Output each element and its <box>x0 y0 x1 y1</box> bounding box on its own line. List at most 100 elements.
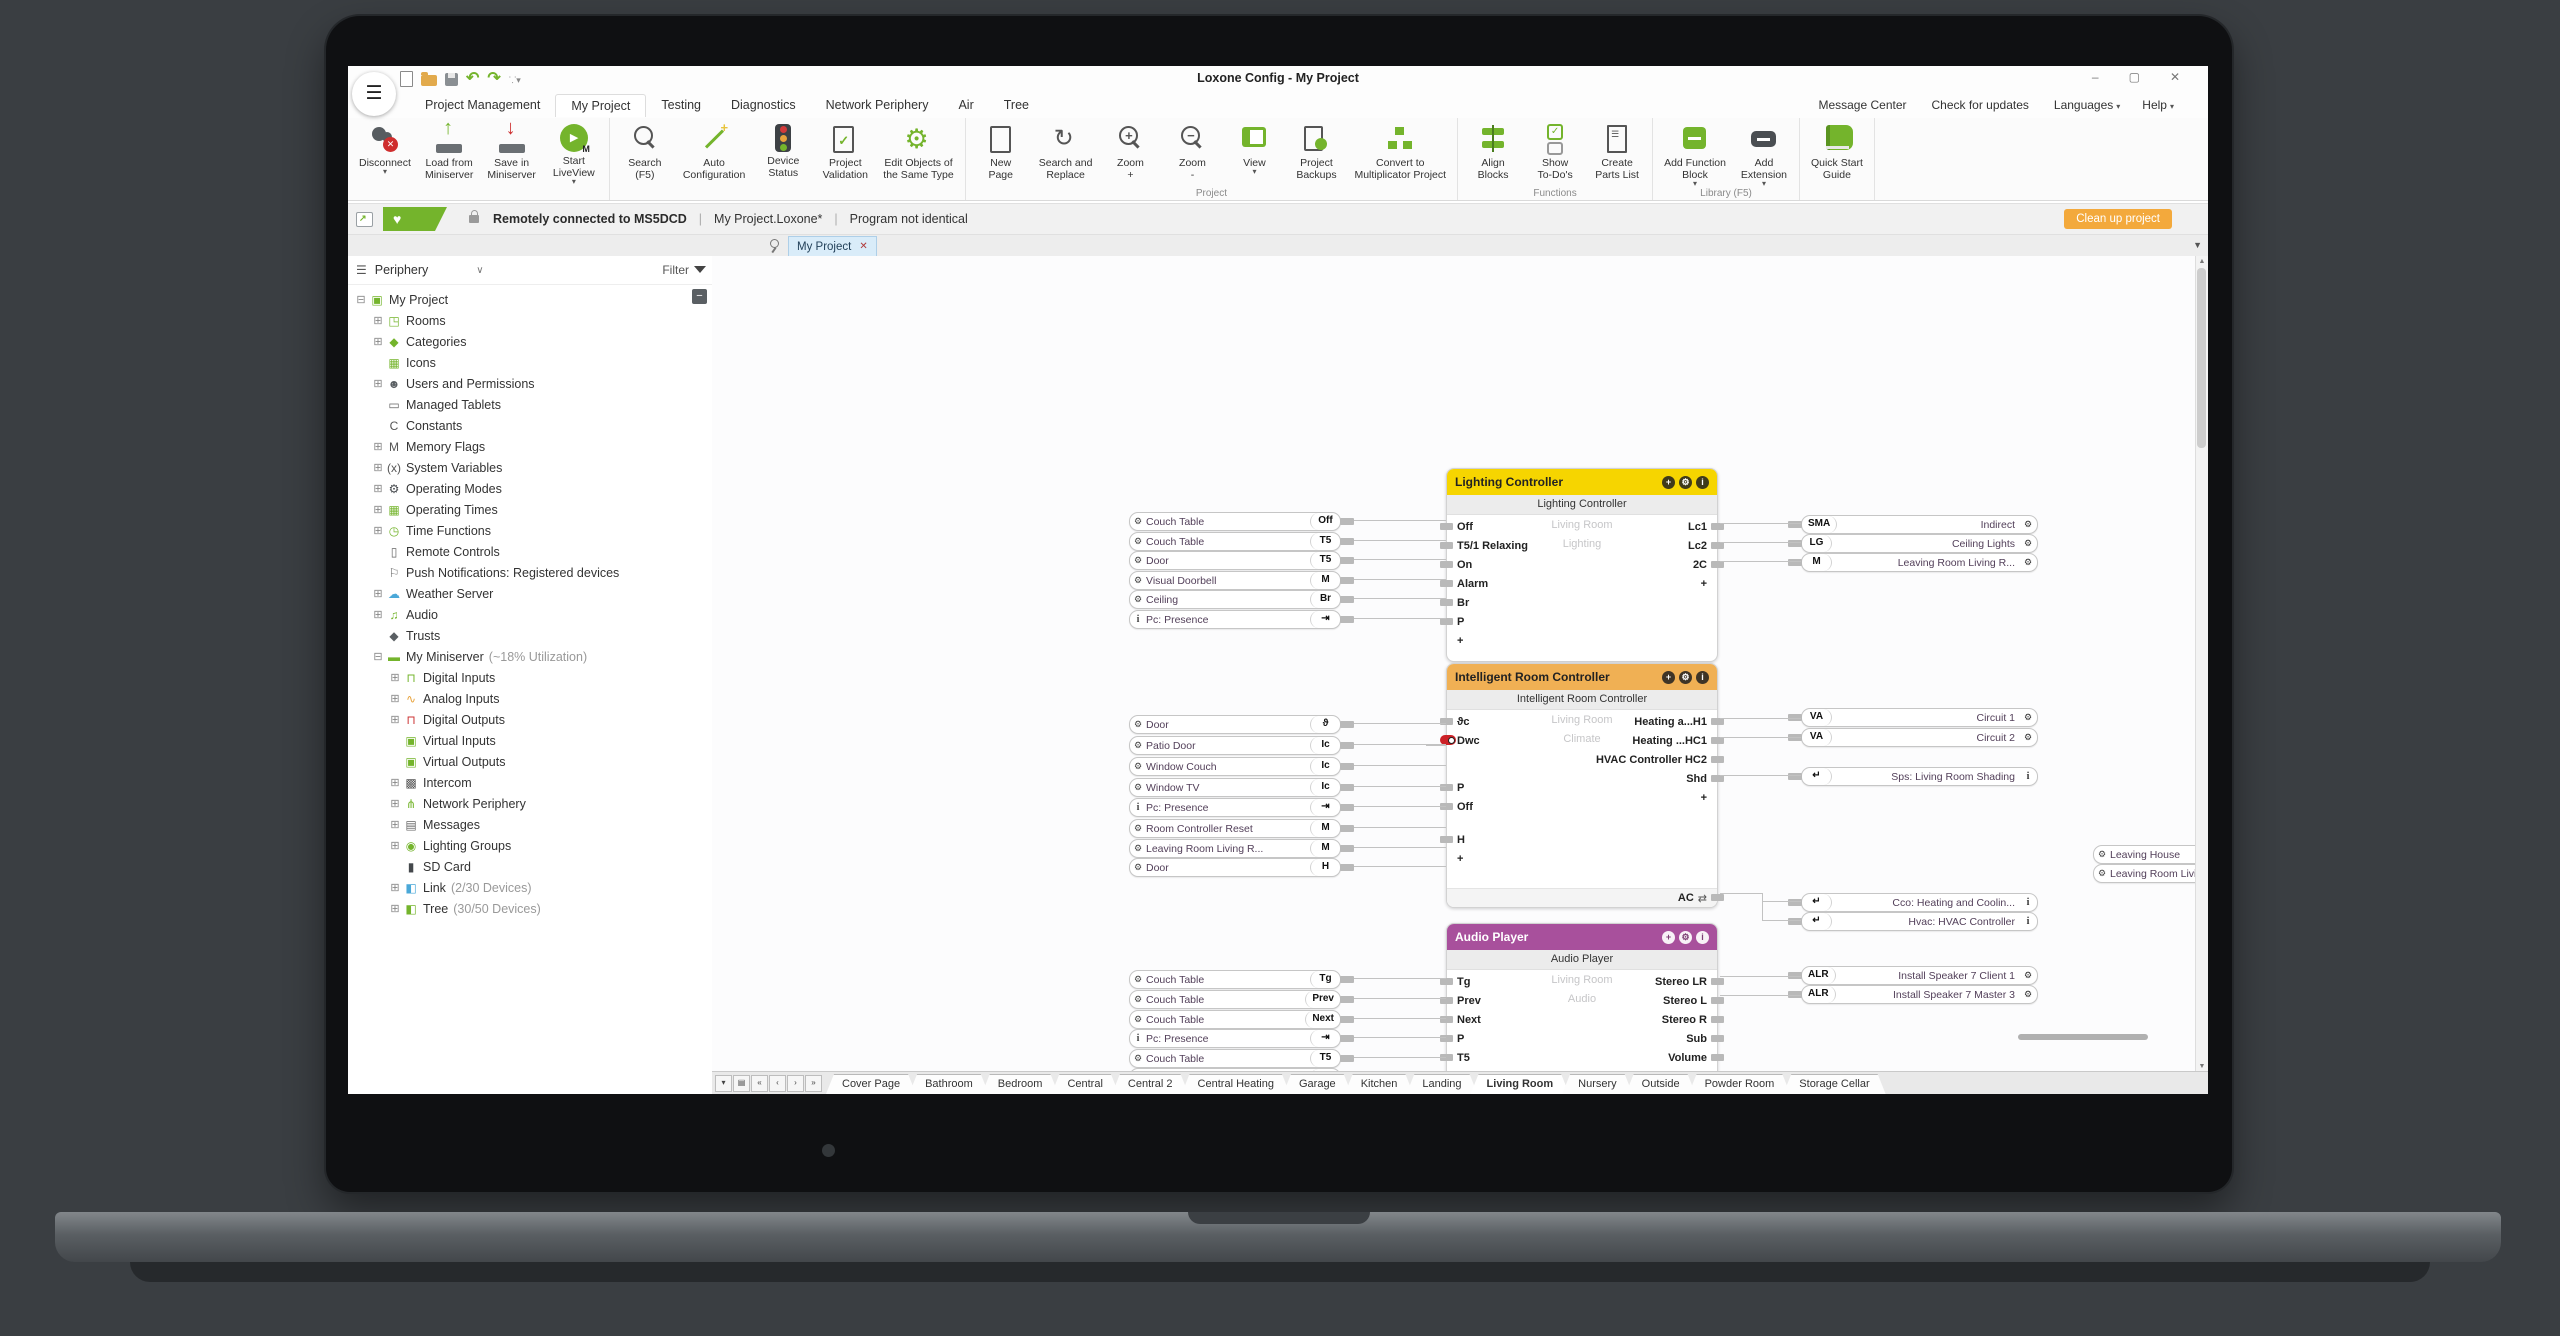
pill-connector[interactable] <box>1788 521 1802 528</box>
pin-icon[interactable] <box>770 239 779 248</box>
tree-item[interactable]: ⊞ ⊓ Digital Inputs <box>348 667 712 688</box>
block-input[interactable]: Alarm <box>1440 574 1717 593</box>
tree-item[interactable]: ⊞ ∿ Analog Inputs <box>348 688 712 709</box>
input-connector[interactable] <box>1440 580 1453 587</box>
pill-connector[interactable] <box>1788 972 1802 979</box>
input-reference-pill[interactable]: Door T5 <box>1129 551 1354 570</box>
clean-up-project-button[interactable]: Clean up project <box>2064 209 2172 229</box>
minimize-button[interactable]: – <box>2091 70 2099 84</box>
info-icon[interactable] <box>2019 771 2037 782</box>
tree-expander[interactable]: ⊞ <box>390 777 400 789</box>
pill-connector[interactable] <box>1340 538 1354 545</box>
gear-icon[interactable]: ⚙ <box>1679 670 1692 684</box>
input-reference-pill[interactable]: Room Controller Reset M <box>1129 819 1354 838</box>
info-icon[interactable]: i <box>1696 670 1709 684</box>
input-connector[interactable] <box>1440 997 1453 1004</box>
input-connector[interactable] <box>1440 599 1453 606</box>
ribbon-button[interactable]: Zoom - <box>1161 122 1223 183</box>
tree-item[interactable]: ⊞ ⚙ Operating Modes <box>348 478 712 499</box>
health-heart-icon[interactable]: ♥ <box>383 207 447 231</box>
filter-funnel-icon[interactable] <box>694 265 706 273</box>
block-output[interactable]: + <box>1447 788 1717 807</box>
pill-connector[interactable] <box>1788 559 1802 566</box>
gear-icon[interactable] <box>2019 970 2037 981</box>
collapse-all-button[interactable]: − <box>692 289 707 304</box>
output-connector[interactable] <box>1711 756 1724 763</box>
tree-item[interactable]: ▭ Managed Tablets <box>348 394 712 415</box>
pill-connector[interactable] <box>1340 864 1354 871</box>
ribbon-button[interactable]: Edit Objects of the Same Type <box>876 122 960 183</box>
page-tab[interactable]: Bathroom <box>909 1074 989 1094</box>
block-footer[interactable]: AC ⇄ <box>1447 888 1724 907</box>
tree-item[interactable]: ▯ Remote Controls <box>348 541 712 562</box>
add-icon[interactable]: + <box>1662 670 1675 684</box>
undo-icon[interactable]: ↶ <box>466 70 480 87</box>
tree-item[interactable]: ⊞ ◷ Time Functions <box>348 520 712 541</box>
tree-expander[interactable]: ⊞ <box>390 819 400 831</box>
output-connector[interactable] <box>1711 1054 1724 1061</box>
block-output[interactable]: Lc2 <box>1447 536 1724 555</box>
block-input[interactable]: P <box>1440 612 1717 631</box>
input-reference-pill[interactable]: Door H <box>1129 858 1354 877</box>
input-reference-pill[interactable]: Couch Table T5 <box>1129 532 1354 551</box>
pill-connector[interactable] <box>1340 845 1354 852</box>
close-button[interactable]: ✕ <box>2169 70 2180 84</box>
connection-window-icon[interactable] <box>356 211 373 227</box>
block-output[interactable]: Lc1 <box>1447 517 1724 536</box>
tree-item[interactable]: ⊞ ⋔ Network Periphery <box>348 793 712 814</box>
input-connector[interactable] <box>1440 784 1453 791</box>
ribbon-button[interactable]: View ▾ <box>1223 122 1285 177</box>
page-nav-button[interactable]: » <box>805 1075 822 1092</box>
pill-connector[interactable] <box>1340 721 1354 728</box>
tree-item[interactable]: ▮ SD Card <box>348 856 712 877</box>
output-connector[interactable] <box>1711 1016 1724 1023</box>
pill-connector[interactable] <box>1788 918 1802 925</box>
ribbon-button[interactable]: Project Backups <box>1285 122 1347 183</box>
tree-expander[interactable]: ⊞ <box>373 336 383 348</box>
input-reference-pill[interactable]: Patio Door Ic <box>1129 736 1354 755</box>
pill-connector[interactable] <box>1340 518 1354 525</box>
tree-expander[interactable]: ⊞ <box>373 525 383 537</box>
tree-item[interactable]: ⊞ ▦ Operating Times <box>348 499 712 520</box>
block-output[interactable]: Stereo LR <box>1447 972 1724 991</box>
tree-item[interactable]: ⊞ ▤ Messages <box>348 814 712 835</box>
ribbon-button[interactable]: Auto Configuration <box>676 120 752 183</box>
output-connector[interactable] <box>1711 561 1724 568</box>
pill-connector[interactable] <box>1788 773 1802 780</box>
input-reference-pill[interactable]: Couch Table Tg <box>1129 970 1354 989</box>
sidebar-filter[interactable]: Filter <box>662 263 706 277</box>
page-nav-button[interactable]: ‹ <box>769 1075 786 1092</box>
block-input[interactable]: Tg <box>1440 972 1717 991</box>
page-tab[interactable]: Central 2 <box>1112 1074 1189 1094</box>
menu-right-item[interactable]: Message Center <box>1818 98 1907 112</box>
pill-connector[interactable] <box>1788 899 1802 906</box>
block-header[interactable]: Lighting Controller + ⚙ i <box>1447 469 1717 495</box>
sidebar-menu-icon[interactable]: ☰ <box>356 263 367 277</box>
gear-icon[interactable] <box>2019 989 2037 1000</box>
pill-connector[interactable] <box>1340 1016 1354 1023</box>
pill-connector[interactable] <box>1340 763 1354 770</box>
page-tab[interactable]: Garage <box>1283 1074 1352 1094</box>
input-connector[interactable] <box>1440 618 1453 625</box>
block-output[interactable]: Stereo R <box>1447 1010 1724 1029</box>
ribbon-button[interactable]: Quick Start Guide <box>1804 122 1870 183</box>
vertical-scrollbar-thumb[interactable] <box>2197 268 2206 448</box>
input-connector[interactable] <box>1440 542 1453 549</box>
maximize-button[interactable]: ▢ <box>2128 70 2140 84</box>
block-input[interactable]: Dwc <box>1440 731 1717 750</box>
output-connector[interactable] <box>1711 894 1724 901</box>
page-tab[interactable]: Bedroom <box>982 1074 1059 1094</box>
ribbon-button[interactable]: Project Validation <box>814 122 876 183</box>
tree-item[interactable]: ⊞ M Memory Flags <box>348 436 712 457</box>
block-input[interactable]: T5/1 Relaxing <box>1440 536 1717 555</box>
ribbon-button[interactable]: Convert to Multiplicator Project <box>1347 122 1453 183</box>
block-input[interactable]: + <box>1447 631 1717 650</box>
input-reference-pill[interactable]: Pc: Presence ⇥ <box>1129 1029 1354 1048</box>
output-reference-pill[interactable]: Cco: Heating and Coolin... ↵ <box>1788 893 2038 912</box>
tree-expander[interactable]: ⊞ <box>390 882 400 894</box>
block-input[interactable]: ϑc <box>1440 712 1717 731</box>
info-icon[interactable] <box>2019 916 2037 927</box>
input-reference-pill[interactable]: Ceiling Br <box>1129 590 1354 609</box>
tree-expander[interactable]: ⊞ <box>390 693 400 705</box>
input-connector[interactable] <box>1440 735 1456 745</box>
